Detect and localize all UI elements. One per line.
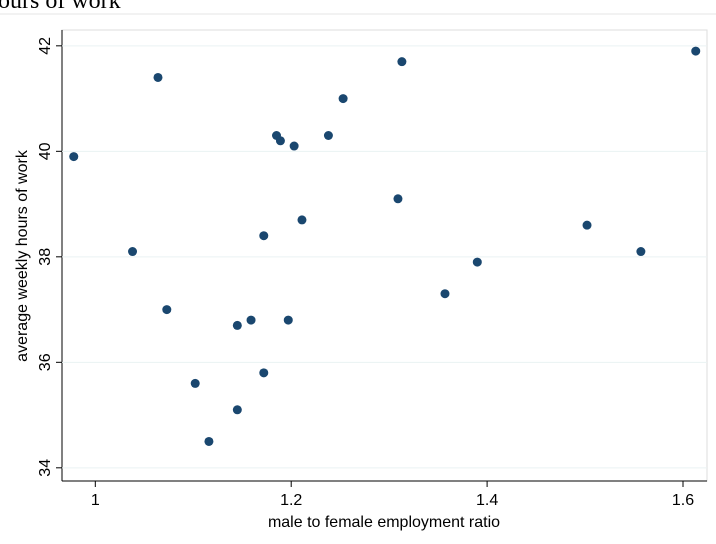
x-tick-label: 1.2	[280, 492, 302, 509]
point	[472, 257, 482, 267]
point	[204, 436, 214, 446]
y-tick-label: 42	[37, 37, 54, 55]
point	[275, 136, 285, 146]
point	[162, 305, 172, 315]
x-tick-label: 1.4	[476, 492, 498, 509]
y-tick-label: 40	[37, 142, 54, 160]
point	[691, 46, 701, 56]
y-tick-label: 38	[37, 248, 54, 266]
plot-area	[61, 29, 708, 482]
x-axis-label: male to female employment ratio	[268, 514, 500, 531]
point	[338, 94, 348, 104]
point	[393, 194, 403, 204]
point	[69, 152, 79, 162]
point	[283, 315, 293, 325]
point	[582, 220, 592, 230]
point	[232, 405, 242, 415]
point	[259, 368, 269, 378]
point	[128, 247, 138, 257]
point	[190, 378, 200, 388]
y-tick-label: 36	[37, 353, 54, 371]
point	[297, 215, 307, 225]
y-tick-label: 34	[37, 459, 54, 477]
point	[289, 141, 299, 151]
point	[246, 315, 256, 325]
point	[636, 247, 646, 257]
x-tick-label: 1.6	[672, 492, 694, 509]
point	[323, 130, 333, 140]
point	[259, 231, 269, 241]
point	[153, 72, 163, 82]
point	[397, 57, 407, 67]
x-tick-label: 1	[91, 492, 100, 509]
point	[440, 289, 450, 299]
point	[232, 320, 242, 330]
chart-title: ours of work	[0, 0, 121, 14]
y-axis-label: average weekly hours of work	[14, 149, 31, 362]
